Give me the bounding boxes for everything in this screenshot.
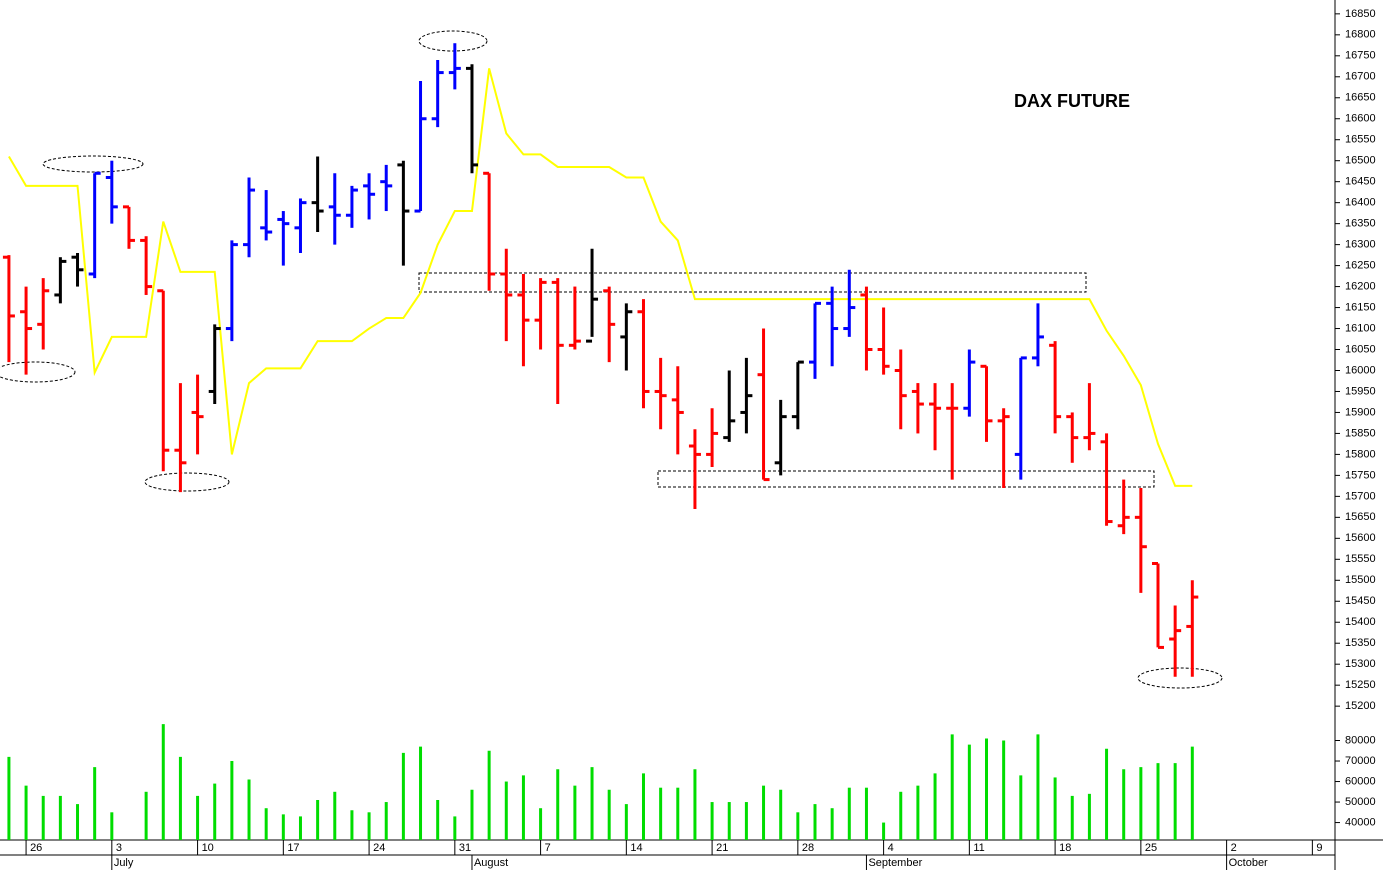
annotations: [0, 30, 1223, 689]
y-tick-label: 40000: [1345, 816, 1376, 828]
month-label: August: [474, 857, 508, 869]
x-tick-label: 28: [802, 842, 814, 854]
y-tick-label: 70000: [1345, 755, 1376, 767]
y-tick-label: 16200: [1345, 280, 1376, 292]
range-box: [657, 470, 1155, 488]
y-tick-label: 16650: [1345, 92, 1376, 104]
y-tick-label: 15300: [1345, 658, 1376, 670]
y-tick-label: 60000: [1345, 775, 1376, 787]
y-tick-label: 16600: [1345, 113, 1376, 125]
y-tick-label: 15450: [1345, 595, 1376, 607]
x-tick-label: 17: [287, 842, 299, 854]
y-tick-label: 16250: [1345, 260, 1376, 272]
y-tick-label: 15200: [1345, 700, 1376, 712]
y-tick-label: 15900: [1345, 406, 1376, 418]
y-tick-label: 16850: [1345, 8, 1376, 20]
chart-title: DAX FUTURE: [1014, 91, 1130, 111]
x-tick-label: 21: [716, 842, 728, 854]
y-tick-label: 15600: [1345, 532, 1376, 544]
ellipse: [42, 155, 144, 173]
x-tick-label: 7: [545, 842, 551, 854]
y-tick-label: 16550: [1345, 134, 1376, 146]
y-tick-label: 15500: [1345, 574, 1376, 586]
y-tick-label: 15650: [1345, 511, 1376, 523]
y-tick-label: 50000: [1345, 796, 1376, 808]
x-tick-label: 10: [202, 842, 214, 854]
y-tick-label: 16150: [1345, 301, 1376, 313]
y-tick-label: 15250: [1345, 679, 1376, 691]
x-tick-label: 14: [630, 842, 642, 854]
ellipse: [144, 472, 230, 492]
y-tick-label: 15550: [1345, 553, 1376, 565]
month-label: July: [114, 857, 134, 869]
y-tick-label: 15400: [1345, 616, 1376, 628]
y-tick-label: 15750: [1345, 469, 1376, 481]
x-tick-label: 11: [973, 842, 984, 854]
x-tick-label: 3: [116, 842, 122, 854]
x-tick-label: 25: [1145, 842, 1157, 854]
y-tick-label: 15850: [1345, 427, 1376, 439]
y-tick-label: 16750: [1345, 50, 1376, 62]
y-tick-label: 15700: [1345, 490, 1376, 502]
y-tick-label: 15800: [1345, 448, 1376, 460]
month-label: September: [868, 857, 922, 869]
month-label: October: [1229, 857, 1268, 869]
y-tick-label: 15350: [1345, 637, 1376, 649]
y-tick-label: 16450: [1345, 176, 1376, 188]
x-tick-label: 9: [1316, 842, 1322, 854]
y-tick-label: 16700: [1345, 71, 1376, 83]
stop-line: [8, 68, 1193, 487]
y-tick-label: 16050: [1345, 343, 1376, 355]
y-tick-label: 16000: [1345, 364, 1376, 376]
y-tick-label: 16500: [1345, 155, 1376, 167]
y-tick-label: 16800: [1345, 29, 1376, 41]
y-tick-label: 16400: [1345, 197, 1376, 209]
range-box: [418, 272, 1087, 293]
ellipse: [418, 30, 488, 52]
y-tick-label: 15950: [1345, 385, 1376, 397]
x-tick-label: 26: [30, 842, 42, 854]
ellipse: [1137, 667, 1223, 689]
y-tick-label: 16350: [1345, 218, 1376, 230]
x-tick-label: 2: [1231, 842, 1237, 854]
x-tick-label: 31: [459, 842, 471, 854]
y-tick-label: 16300: [1345, 239, 1376, 251]
x-tick-label: 24: [373, 842, 385, 854]
x-tick-label: 18: [1059, 842, 1071, 854]
ellipse: [0, 361, 76, 383]
y-tick-label: 16100: [1345, 322, 1376, 334]
y-tick-label: 80000: [1345, 734, 1376, 746]
x-tick-label: 4: [888, 842, 894, 854]
